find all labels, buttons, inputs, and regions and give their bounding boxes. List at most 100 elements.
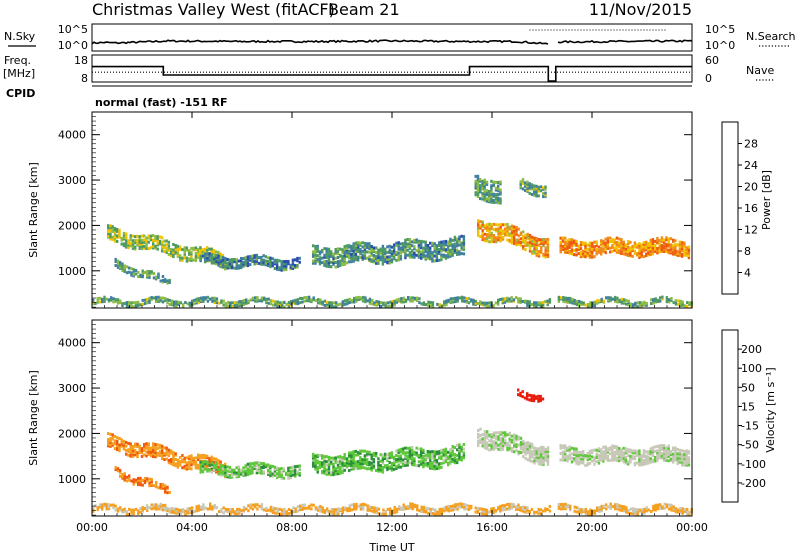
data-cell xyxy=(411,502,414,506)
data-cell xyxy=(357,255,360,259)
data-cell xyxy=(542,240,545,244)
data-cell xyxy=(447,504,450,508)
data-cell xyxy=(515,449,518,453)
data-cell xyxy=(415,249,418,253)
data-cell xyxy=(647,248,650,252)
data-cell xyxy=(368,505,372,509)
data-cell xyxy=(433,249,436,252)
data-cell xyxy=(363,250,367,254)
data-cell xyxy=(217,258,220,262)
data-cell xyxy=(668,507,671,511)
data-cell xyxy=(431,301,435,305)
data-cell xyxy=(513,437,516,441)
data-cell xyxy=(343,250,346,253)
data-cell xyxy=(638,253,641,257)
data-cell xyxy=(200,296,203,300)
data-cell xyxy=(204,254,207,258)
data-cell xyxy=(182,508,185,512)
data-cell xyxy=(352,456,355,460)
data-cell xyxy=(364,298,367,302)
nsearch-label: N.Search xyxy=(746,30,796,43)
data-cell xyxy=(355,299,358,303)
data-cell xyxy=(519,182,522,186)
data-cell xyxy=(665,452,668,456)
data-cell xyxy=(528,186,531,190)
data-cell xyxy=(316,254,319,258)
data-cell xyxy=(438,465,441,468)
data-cell xyxy=(174,250,177,253)
data-cell xyxy=(413,463,416,467)
data-cell xyxy=(282,262,286,266)
data-cell xyxy=(208,252,211,256)
data-cell xyxy=(168,510,171,514)
data-cell xyxy=(652,508,655,512)
velocity-panel: 00:00 04:00 08:00 12:00 16:00 20:00 00:0010002… xyxy=(27,319,777,554)
data-cell xyxy=(533,238,536,242)
data-cell xyxy=(440,465,443,469)
data-cell xyxy=(336,260,340,264)
data-cell xyxy=(510,434,514,438)
data-cell xyxy=(654,506,657,510)
data-cell xyxy=(395,449,398,453)
velocity-ylabel: Slant Range [km] xyxy=(27,370,40,466)
data-cell xyxy=(615,456,619,460)
data-cell xyxy=(402,245,405,249)
data-cell xyxy=(582,461,585,465)
data-cell xyxy=(476,195,480,199)
data-cell xyxy=(537,462,541,466)
data-cell xyxy=(170,299,174,303)
data-cell xyxy=(167,244,171,248)
data-cell xyxy=(181,256,184,260)
data-cell xyxy=(672,448,675,452)
data-cell xyxy=(111,433,114,437)
data-cell xyxy=(158,239,162,243)
data-cell xyxy=(453,235,457,239)
data-cell xyxy=(456,242,459,246)
data-cell xyxy=(177,300,180,304)
data-cell xyxy=(183,254,186,258)
data-cell xyxy=(647,457,650,461)
data-cell xyxy=(506,443,509,447)
data-cell xyxy=(182,510,185,514)
data-cell xyxy=(388,257,391,261)
data-cell xyxy=(447,249,450,253)
data-cell xyxy=(426,456,430,460)
data-cell xyxy=(354,254,358,258)
data-cell xyxy=(411,459,414,463)
data-cell xyxy=(562,298,565,302)
data-cell xyxy=(431,450,434,454)
data-cell xyxy=(167,450,171,454)
data-cell xyxy=(631,449,634,453)
data-cell xyxy=(129,244,132,248)
data-cell xyxy=(474,510,477,514)
data-cell xyxy=(560,296,563,300)
data-cell xyxy=(185,456,189,460)
data-cell xyxy=(600,509,603,513)
data-cell xyxy=(444,451,448,455)
data-cell xyxy=(222,511,225,515)
data-cell xyxy=(640,459,643,463)
data-cell xyxy=(618,453,621,457)
data-cell xyxy=(139,483,142,487)
data-cell xyxy=(127,449,130,453)
data-cell xyxy=(476,180,480,184)
data-cell xyxy=(336,247,340,251)
data-cell xyxy=(107,440,110,444)
data-cell xyxy=(609,240,612,244)
data-cell xyxy=(402,451,405,455)
data-cell xyxy=(416,504,419,508)
data-cell xyxy=(211,296,214,300)
data-cell xyxy=(665,238,668,242)
data-cell xyxy=(361,241,364,245)
data-cell xyxy=(634,512,637,516)
data-cell xyxy=(222,265,225,269)
data-cell xyxy=(264,463,268,467)
data-cell xyxy=(185,259,189,263)
data-cell xyxy=(301,506,304,509)
data-cell xyxy=(298,466,301,470)
data-cell xyxy=(176,461,180,465)
data-cell xyxy=(397,245,400,249)
data-cell xyxy=(204,467,207,471)
data-cell xyxy=(201,462,205,466)
